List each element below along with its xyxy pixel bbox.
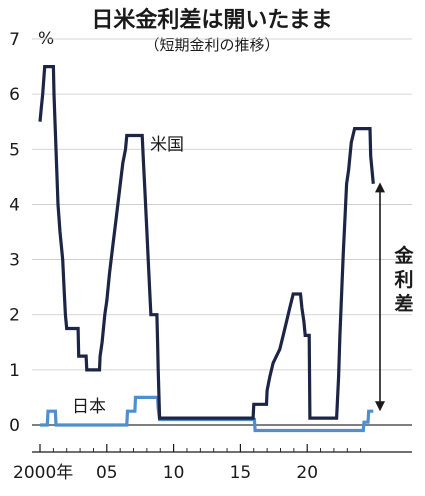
y-tick-label-1: 1 — [9, 361, 20, 381]
chart-title: 日米金利差は開いたまま — [91, 7, 332, 33]
spread-arrow-head-bottom — [375, 401, 385, 412]
spread-label-char: 差 — [394, 292, 413, 315]
spread-arrow — [375, 182, 385, 412]
gridlines — [32, 38, 412, 453]
y-tick-label-2: 2 — [9, 306, 20, 326]
x-tick-label-4: 20 — [296, 463, 318, 483]
y-tick-label-6: 6 — [9, 85, 20, 105]
x-tick-label-1: 05 — [96, 463, 118, 483]
y-tick-label-7: 7 — [9, 30, 20, 50]
chart-subtitle: （短期金利の推移） — [144, 36, 279, 54]
x-tick-label-0: 2000年 — [13, 463, 73, 483]
spread-arrow-head-top — [375, 182, 385, 193]
x-tick-label-2: 10 — [163, 463, 185, 483]
y-tick-label-3: 3 — [9, 251, 20, 271]
series-line-0 — [38, 65, 375, 420]
spread-label-char: 金 — [393, 244, 414, 267]
y-tick-label-5: 5 — [9, 140, 20, 160]
spread-label-char: 利 — [394, 269, 413, 291]
series-label-japan: 日本 — [72, 397, 106, 417]
y-tick-label-0: 0 — [9, 416, 20, 436]
spread-label: 金利差 — [393, 244, 414, 315]
y-axis-ticks: 0 1 2 3 4 5 6 7 — [9, 30, 20, 436]
x-tick-label-3: 15 — [230, 463, 252, 483]
y-tick-label-4: 4 — [9, 195, 20, 215]
series-lines — [38, 65, 375, 433]
series-label-us: 米国 — [150, 135, 184, 155]
x-axis-ticks: 2000年 05 10 15 20 — [13, 444, 362, 483]
